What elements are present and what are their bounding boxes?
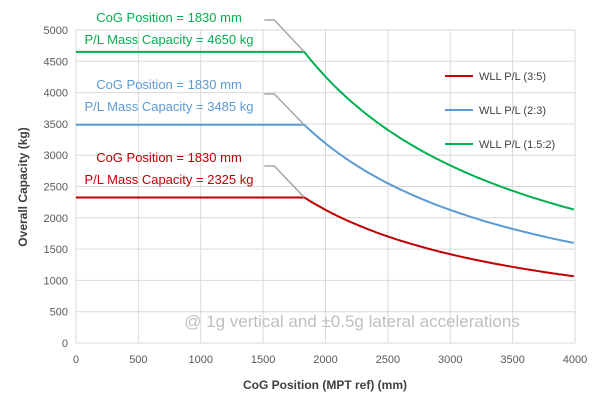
annotation-leaders — [264, 19, 305, 198]
x-tick-label: 2500 — [376, 354, 400, 366]
x-axis-title: CoG Position (MPT ref) (mm) — [243, 378, 407, 392]
x-tick-label: 3000 — [438, 354, 462, 366]
y-tick-label: 1000 — [44, 275, 68, 287]
y-tick-label: 0 — [62, 338, 68, 350]
legend-item-2: WLL P/L (1.5:2) — [445, 139, 555, 151]
series-lines — [76, 50, 575, 278]
series-line-1 — [76, 123, 574, 244]
legend-label: WLL P/L (3:5) — [479, 71, 546, 83]
annotations: CoG Position = 1830 mm P/L Mass Capacity … — [85, 10, 254, 187]
legend-item-0: WLL P/L (3:5) — [445, 71, 546, 83]
x-tick-labels: 0 500 1000 1500 2000 2500 3000 3500 4000 — [73, 354, 587, 366]
legend-label: WLL P/L (1.5:2) — [479, 139, 555, 151]
annotation-line: P/L Mass Capacity = 3485 kg — [85, 99, 254, 114]
acceleration-note: @ 1g vertical and ±0.5g lateral accelera… — [184, 312, 520, 331]
annotation-2: CoG Position = 1830 mm P/L Mass Capacity … — [85, 150, 254, 187]
x-tick-label: 1500 — [251, 354, 275, 366]
x-tick-label: 500 — [129, 354, 147, 366]
x-tick-label: 4000 — [563, 354, 587, 366]
annotation-leader — [264, 165, 305, 198]
y-tick-label: 3000 — [44, 150, 68, 162]
y-tick-label: 3500 — [44, 119, 68, 131]
annotation-leader — [264, 19, 305, 53]
annotation-1: CoG Position = 1830 mm P/L Mass Capacity … — [85, 77, 254, 114]
x-tick-label: 1000 — [189, 354, 213, 366]
x-tick-label: 0 — [73, 354, 79, 366]
annotation-line: P/L Mass Capacity = 4650 kg — [85, 32, 254, 47]
y-axis-title: Overall Capacity (kg) — [16, 127, 30, 246]
annotation-line: CoG Position = 1830 mm — [96, 77, 242, 92]
legend-item-1: WLL P/L (2:3) — [445, 105, 546, 117]
y-tick-label: 1500 — [44, 244, 68, 256]
y-tick-label: 4500 — [44, 56, 68, 68]
x-tick-label: 2000 — [313, 354, 337, 366]
x-tick-label: 3500 — [500, 354, 524, 366]
annotation-leader — [264, 93, 305, 126]
gridlines — [75, 29, 576, 344]
annotation-line: P/L Mass Capacity = 2325 kg — [85, 172, 254, 187]
y-tick-label: 500 — [50, 307, 68, 319]
annotation-line: CoG Position = 1830 mm — [96, 10, 242, 25]
legend-label: WLL P/L (2:3) — [479, 105, 546, 117]
y-tick-label: 5000 — [44, 25, 68, 37]
series-line-0 — [76, 196, 574, 278]
y-tick-label: 2500 — [44, 182, 68, 194]
legend: WLL P/L (3:5) WLL P/L (2:3) WLL P/L (1.5:2… — [445, 71, 555, 151]
annotation-line: CoG Position = 1830 mm — [96, 150, 242, 165]
y-tick-labels: 0 500 1000 1500 2000 2500 3000 3500 4000 4500 5000 — [44, 25, 68, 350]
y-tick-label: 2000 — [44, 213, 68, 225]
series-line-2 — [76, 50, 575, 211]
y-tick-label: 4000 — [44, 88, 68, 100]
annotation-0: CoG Position = 1830 mm P/L Mass Capacity … — [85, 10, 254, 47]
